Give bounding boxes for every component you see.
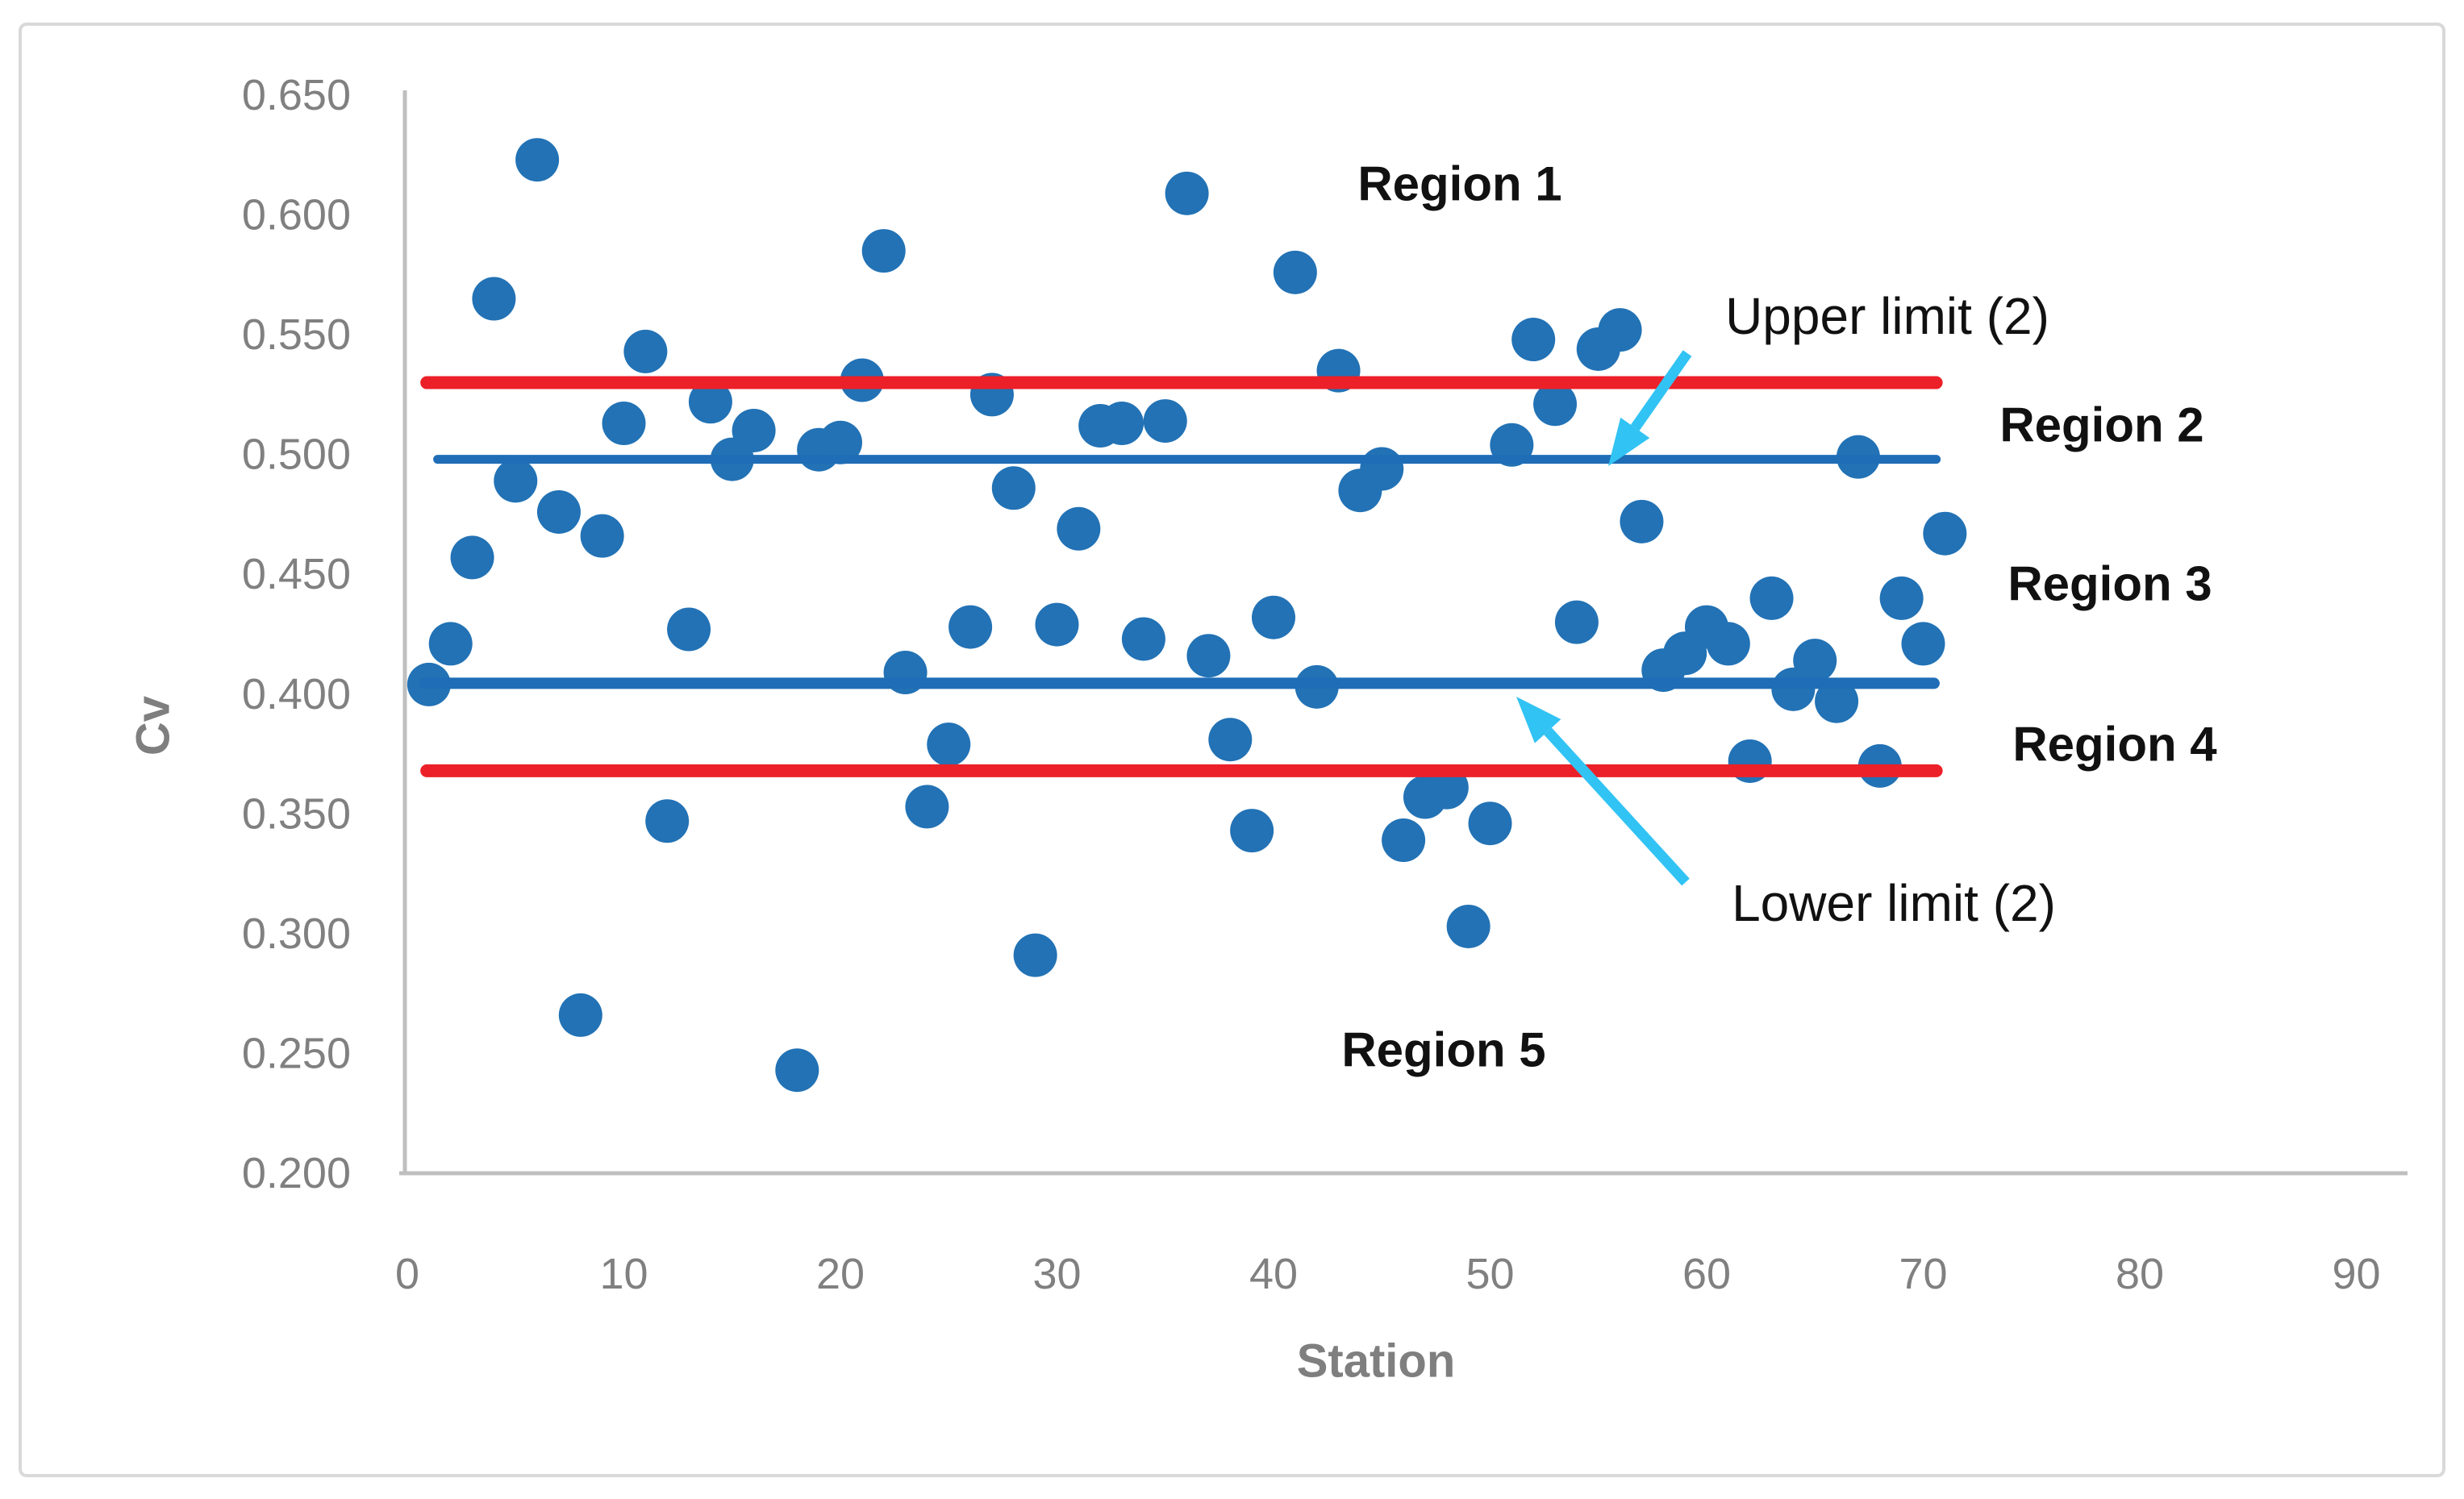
data-point (1100, 402, 1144, 446)
data-point (1057, 506, 1101, 551)
data-point (667, 607, 711, 652)
region-label-region-1: Region 1 (1357, 157, 1561, 211)
data-point (623, 329, 668, 373)
y-tick-label: 0.300 (242, 910, 351, 958)
data-point (927, 722, 971, 767)
x-tick-label: 90 (2332, 1250, 2380, 1298)
data-point (580, 514, 624, 558)
data-point (1554, 600, 1599, 644)
data-point (1035, 602, 1079, 647)
y-tick-label: 0.200 (242, 1149, 351, 1197)
figure-border (19, 23, 2445, 1477)
data-point (428, 622, 473, 666)
data-point (991, 466, 1036, 510)
x-tick-label: 60 (1682, 1250, 1731, 1298)
data-point (494, 459, 538, 503)
data-point (472, 277, 516, 321)
data-point (1793, 639, 1837, 683)
x-tick-label: 40 (1249, 1250, 1298, 1298)
data-point (688, 380, 732, 424)
data-point (819, 420, 862, 464)
data-point (1252, 595, 1295, 639)
y-tick-label: 0.500 (242, 431, 351, 479)
data-point (1533, 382, 1578, 427)
data-point (1230, 809, 1274, 853)
data-point (1511, 318, 1556, 362)
data-point (645, 799, 690, 843)
data-point (1446, 904, 1490, 948)
data-point (732, 408, 776, 452)
limit-arrow-head (1516, 697, 1561, 743)
data-point (602, 402, 646, 446)
data-point (1273, 250, 1317, 294)
data-point (558, 993, 602, 1037)
annotation-upper-limit-2-: Upper limit (2) (1725, 287, 2049, 345)
x-tick-label: 30 (1032, 1250, 1081, 1298)
x-tick-label: 0 (395, 1250, 419, 1298)
x-tick-label: 50 (1465, 1250, 1514, 1298)
data-point (536, 489, 581, 534)
region-label-region-5: Region 5 (1341, 1023, 1545, 1077)
data-point (1598, 308, 1642, 352)
y-axis-title: Cv (127, 696, 180, 756)
data-point (1749, 576, 1794, 620)
data-point (1468, 802, 1512, 846)
data-point (1879, 576, 1924, 620)
data-point (450, 535, 494, 580)
region-label-region-3: Region 3 (2007, 557, 2212, 611)
data-point (1620, 499, 1664, 543)
y-tick-label: 0.250 (242, 1029, 351, 1077)
data-point (1186, 634, 1231, 678)
data-point (1815, 679, 1859, 723)
x-axis-title: Station (1297, 1335, 1456, 1388)
y-tick-label: 0.650 (242, 71, 351, 119)
data-point (775, 1048, 819, 1093)
annotation-lower-limit-2-: Lower limit (2) (1732, 874, 2056, 932)
data-point (905, 785, 949, 829)
y-tick-label: 0.550 (242, 310, 351, 359)
data-point (1121, 617, 1165, 661)
data-point (515, 138, 560, 182)
region-label-region-4: Region 4 (2012, 718, 2217, 772)
data-point (1165, 171, 1209, 215)
y-tick-label: 0.600 (242, 191, 351, 239)
limit-arrow-shaft (1544, 727, 1690, 886)
data-point (1706, 622, 1750, 666)
y-tick-label: 0.350 (242, 789, 351, 838)
x-tick-label: 20 (816, 1250, 865, 1298)
limit-arrow-head (1608, 417, 1650, 466)
data-point (1382, 818, 1426, 863)
data-point (861, 229, 906, 273)
limit-arrow-shaft (1630, 350, 1692, 431)
x-tick-label: 70 (1899, 1250, 1947, 1298)
data-point (1143, 399, 1187, 443)
data-point (1923, 511, 1967, 556)
region-label-region-2: Region 2 (1999, 398, 2203, 452)
y-tick-label: 0.450 (242, 550, 351, 598)
data-point (948, 605, 993, 649)
data-point (1901, 622, 1945, 666)
x-tick-label: 80 (2116, 1250, 2164, 1298)
data-point (1360, 447, 1404, 491)
data-point (1013, 933, 1057, 977)
x-tick-label: 10 (599, 1250, 648, 1298)
y-tick-label: 0.400 (242, 670, 351, 718)
data-point (1208, 718, 1253, 762)
